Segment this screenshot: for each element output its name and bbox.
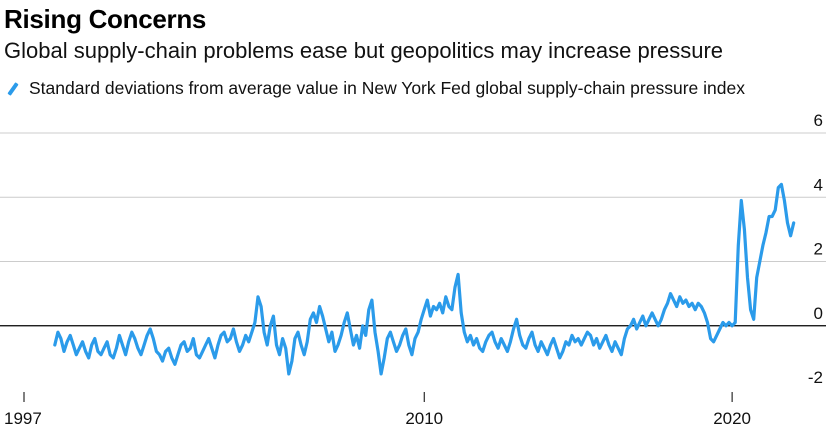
gridlines: [0, 132, 826, 327]
legend: Standard deviations from average value i…: [4, 78, 745, 99]
y-tick-label--2: -2: [808, 368, 823, 387]
x-tick-label-1997: 1997: [4, 409, 42, 428]
y-tick-label-2: 2: [814, 240, 823, 259]
legend-label: Standard deviations from average value i…: [29, 78, 745, 98]
y-axis-ticks: 6 4 2 0 -2: [808, 111, 823, 387]
chart-title: Rising Concerns: [4, 4, 207, 34]
series-line-0: [53, 182, 796, 376]
series-layer: [53, 182, 796, 376]
x-tick-label-2010: 2010: [405, 409, 443, 428]
y-tick-label-4: 4: [814, 175, 823, 194]
y-tick-label-0: 0: [814, 304, 823, 323]
y-tick-label-6: 6: [814, 111, 823, 130]
x-tick-label-2020: 2020: [713, 409, 751, 428]
x-axis-ticks: 1997 2010 2020: [4, 392, 751, 428]
chart-subtitle: Global supply-chain problems ease but ge…: [4, 38, 724, 63]
